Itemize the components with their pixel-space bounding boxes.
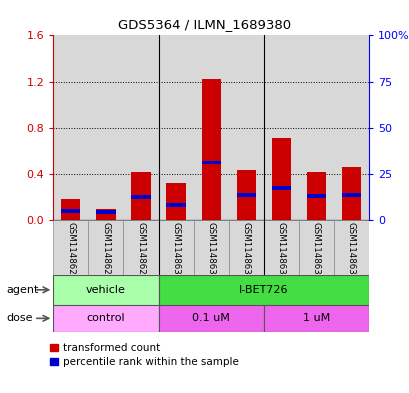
Bar xyxy=(271,138,290,220)
Bar xyxy=(131,172,150,220)
Bar xyxy=(166,183,185,220)
Text: 1 uM: 1 uM xyxy=(302,313,329,323)
Bar xyxy=(341,193,360,196)
Bar xyxy=(236,193,255,196)
Bar xyxy=(96,210,115,214)
Legend: transformed count, percentile rank within the sample: transformed count, percentile rank withi… xyxy=(50,343,238,367)
Bar xyxy=(61,209,80,213)
Bar xyxy=(228,220,263,275)
Text: vehicle: vehicle xyxy=(86,285,126,295)
Text: GSM1148633: GSM1148633 xyxy=(276,222,285,280)
Bar xyxy=(53,275,158,305)
Bar xyxy=(53,220,88,275)
Text: GDS5364 / ILMN_1689380: GDS5364 / ILMN_1689380 xyxy=(118,18,291,31)
Bar xyxy=(298,220,333,275)
Bar xyxy=(166,203,185,207)
Bar xyxy=(341,167,360,220)
Text: GSM1148634: GSM1148634 xyxy=(311,222,320,280)
Bar xyxy=(88,220,123,275)
Bar xyxy=(131,195,150,199)
Bar xyxy=(228,35,263,220)
Text: dose: dose xyxy=(6,313,33,323)
Bar xyxy=(123,220,158,275)
Bar xyxy=(193,35,228,220)
Text: control: control xyxy=(86,313,125,323)
Bar xyxy=(333,35,368,220)
Bar xyxy=(88,35,123,220)
Text: GSM1148632: GSM1148632 xyxy=(241,222,250,280)
Bar xyxy=(53,305,158,332)
Bar xyxy=(61,199,80,220)
Bar xyxy=(333,220,368,275)
Bar xyxy=(236,171,255,220)
Bar xyxy=(123,35,158,220)
Bar xyxy=(158,35,193,220)
Bar xyxy=(158,305,263,332)
Text: agent: agent xyxy=(6,285,38,295)
Bar xyxy=(271,186,290,189)
Bar xyxy=(306,172,325,220)
Text: GSM1148629: GSM1148629 xyxy=(136,222,145,280)
Bar xyxy=(193,220,228,275)
Bar xyxy=(201,160,220,164)
Bar xyxy=(263,220,298,275)
Text: GSM1148631: GSM1148631 xyxy=(206,222,215,280)
Bar xyxy=(306,194,325,198)
Text: GSM1148635: GSM1148635 xyxy=(346,222,355,280)
Bar xyxy=(158,275,368,305)
Bar xyxy=(201,79,220,220)
Text: GSM1148628: GSM1148628 xyxy=(101,222,110,280)
Bar xyxy=(158,220,193,275)
Text: 0.1 uM: 0.1 uM xyxy=(192,313,229,323)
Bar xyxy=(298,35,333,220)
Bar xyxy=(96,209,115,220)
Text: GSM1148627: GSM1148627 xyxy=(66,222,75,280)
Bar xyxy=(263,35,298,220)
Text: GSM1148630: GSM1148630 xyxy=(171,222,180,280)
Bar xyxy=(53,35,88,220)
Bar xyxy=(263,305,368,332)
Text: I-BET726: I-BET726 xyxy=(238,285,288,295)
